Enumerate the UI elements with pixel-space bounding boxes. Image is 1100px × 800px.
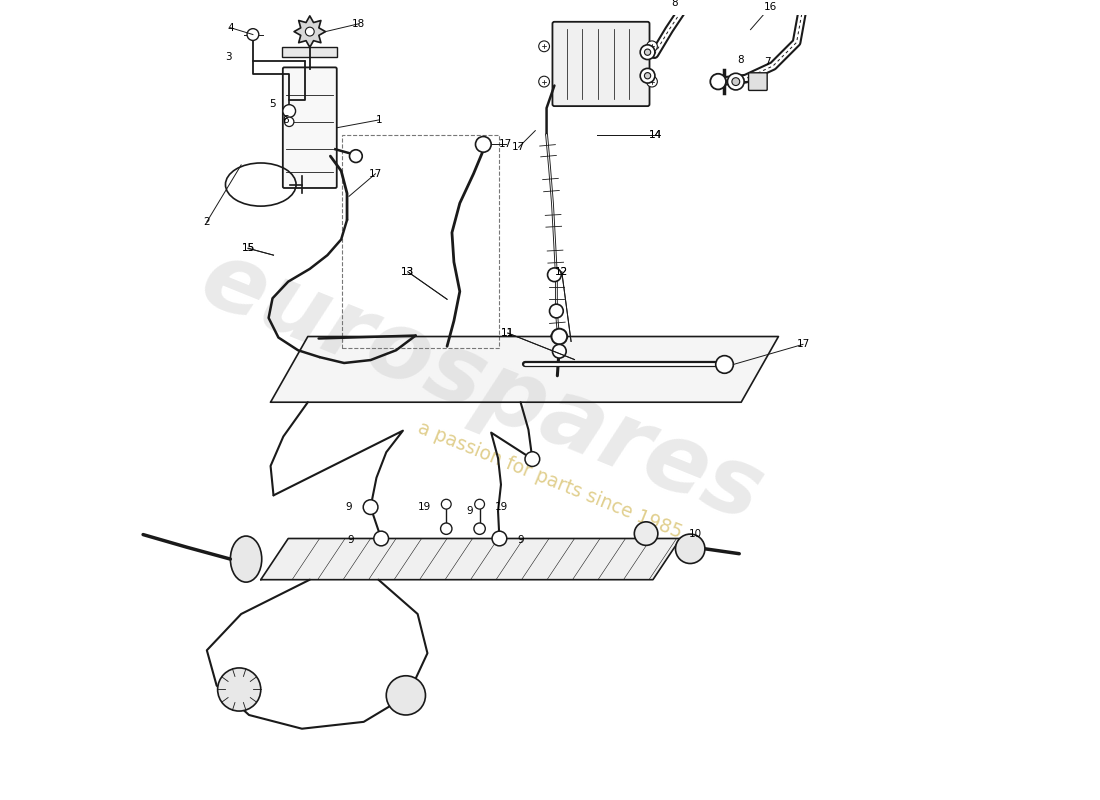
Circle shape [441,499,451,509]
Text: 8: 8 [737,55,744,65]
FancyBboxPatch shape [748,73,767,90]
Text: 17: 17 [796,339,810,350]
Circle shape [475,499,484,509]
Text: 1: 1 [376,115,383,125]
Circle shape [550,304,563,318]
Circle shape [675,534,705,563]
Circle shape [248,29,258,41]
Text: 11: 11 [502,328,515,338]
Text: 16: 16 [763,2,777,12]
Polygon shape [294,16,326,47]
Circle shape [647,76,658,87]
Circle shape [716,356,734,374]
Text: a passion for parts since 1985: a passion for parts since 1985 [415,418,685,542]
Text: 14: 14 [649,130,662,139]
Circle shape [539,41,550,52]
Circle shape [551,329,568,344]
Text: 9: 9 [348,535,354,546]
Circle shape [386,676,426,715]
Text: 7: 7 [763,57,770,67]
Text: 10: 10 [689,529,702,538]
Circle shape [474,523,485,534]
FancyBboxPatch shape [552,22,649,106]
Text: 17: 17 [499,139,513,150]
Circle shape [548,268,561,282]
Text: 15: 15 [241,243,254,254]
Text: 5: 5 [270,99,276,109]
Text: 15: 15 [241,243,254,254]
Circle shape [539,76,550,87]
Circle shape [645,73,651,79]
Circle shape [283,105,296,118]
Ellipse shape [230,536,262,582]
FancyBboxPatch shape [283,67,337,188]
Circle shape [645,49,651,55]
Text: 17: 17 [512,142,526,152]
Text: 2: 2 [204,217,210,227]
Circle shape [363,500,378,514]
Circle shape [475,137,492,152]
Text: 8: 8 [672,0,679,8]
Circle shape [732,78,739,86]
Circle shape [525,452,540,466]
Polygon shape [271,337,779,402]
Text: 17: 17 [368,169,382,178]
Bar [283,47,338,57]
Circle shape [285,117,294,126]
Text: 4: 4 [227,22,233,33]
Circle shape [635,522,658,546]
Text: 19: 19 [418,502,431,512]
Circle shape [552,344,567,358]
Circle shape [640,45,654,59]
Text: 11: 11 [502,328,515,338]
Text: 14: 14 [649,130,662,139]
Polygon shape [261,538,681,580]
Circle shape [306,27,315,36]
Text: 13: 13 [402,267,415,277]
Text: 9: 9 [466,506,473,516]
Text: 9: 9 [518,535,525,546]
Text: 12: 12 [556,267,569,277]
Circle shape [374,531,388,546]
Circle shape [727,74,744,90]
Text: eurospares: eurospares [187,233,775,542]
Text: 3: 3 [226,52,232,62]
Circle shape [218,668,261,711]
Circle shape [350,150,362,162]
Text: 9: 9 [345,502,352,512]
Text: 6: 6 [282,115,288,125]
Circle shape [647,41,658,52]
Circle shape [640,68,654,83]
Bar [342,134,499,348]
Text: 18: 18 [352,18,365,29]
Text: 13: 13 [402,267,415,277]
Text: 19: 19 [495,502,508,512]
Circle shape [492,531,507,546]
Circle shape [711,74,726,90]
Circle shape [441,523,452,534]
Text: 12: 12 [556,267,569,277]
